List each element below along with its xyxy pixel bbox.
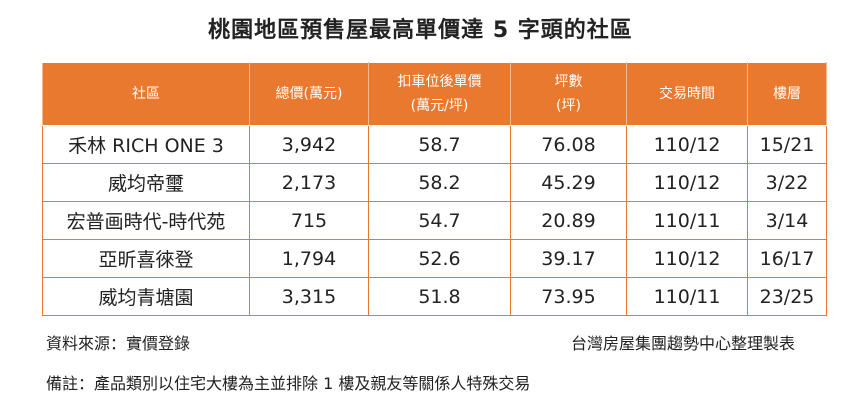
table-cell: 20.89 [510,201,627,240]
table-row: 威均青塘園 3,315 51.8 73.95 110/11 23/25 [42,277,827,316]
table-row: 宏普画時代-時代苑 715 54.7 20.89 110/11 3/14 [42,201,827,240]
table-cell: 715 [249,201,369,240]
header-line: 坪數 [554,74,583,90]
table-cell: 58.2 [368,163,511,202]
table-cell: 110/12 [626,125,748,164]
table-cell: 3/22 [747,163,827,202]
table-cell: 110/12 [626,239,748,278]
table-cell: 51.8 [368,277,511,316]
header-cell: 扣車位後單價 (萬元/坪) [368,62,511,126]
header-line: 樓層 [773,86,801,102]
header-cell: 交易時間 [626,62,748,126]
table-cell: 宏普画時代-時代苑 [42,201,250,240]
table-cell: 3/14 [747,201,827,240]
table-cell: 76.08 [510,125,627,164]
table-cell: 3,942 [249,125,369,164]
table-cell: 54.7 [368,201,511,240]
header-line: 社區 [132,86,160,102]
header-row: 社區 總價(萬元) 扣車位後單價 (萬元/坪) 坪數 (坪) 交易時間 樓層 [42,62,827,126]
table-row: 威均帝璽 2,173 58.2 45.29 110/12 3/22 [42,163,827,202]
table-cell: 110/11 [626,201,748,240]
table-cell: 39.17 [510,239,627,278]
table-cell: 1,794 [249,239,369,278]
table-cell: 110/12 [626,163,748,202]
table-cell: 15/21 [747,125,827,164]
note: 備註：產品類別以住宅大樓為主並排除 1 樓及親友等關係人特殊交易 [46,374,531,393]
header-cell: 總價(萬元) [249,62,369,126]
table-cell: 73.95 [510,277,627,316]
table-cell: 23/25 [747,277,827,316]
header-line: (坪) [556,98,581,114]
table-cell: 110/11 [626,277,748,316]
table-cell: 亞昕喜徠登 [42,239,250,278]
table-cell: 威均青塘園 [42,277,250,316]
data-table: 社區 總價(萬元) 扣車位後單價 (萬元/坪) 坪數 (坪) 交易時間 樓層 禾林 RICH … [42,62,827,316]
header-line: 總價(萬元) [275,86,343,102]
header-line: (萬元/坪) [410,98,469,114]
table-row: 禾林 RICH ONE 3 3,942 58.7 76.08 110/12 15/21 [42,125,827,164]
source: 資料來源：實價登錄 [46,334,191,353]
title: 桃園地區預售屋最高單價達 5 字頭的社區 [208,18,633,43]
header-line: 交易時間 [659,86,715,102]
header-cell: 坪數 (坪) [510,62,627,126]
table-cell: 3,315 [249,277,369,316]
header-cell: 社區 [42,62,250,126]
table-cell: 58.7 [368,125,511,164]
table-cell: 16/17 [747,239,827,278]
table-cell: 2,173 [249,163,369,202]
credit: 台灣房屋集團趨勢中心整理製表 [570,334,795,353]
table-cell: 52.6 [368,239,511,278]
header-cell: 樓層 [747,62,827,126]
table-cell: 45.29 [510,163,627,202]
table-row: 亞昕喜徠登 1,794 52.6 39.17 110/12 16/17 [42,239,827,278]
table-cell: 威均帝璽 [42,163,250,202]
header-line: 扣車位後單價 [397,74,482,90]
table-cell: 禾林 RICH ONE 3 [42,125,250,164]
